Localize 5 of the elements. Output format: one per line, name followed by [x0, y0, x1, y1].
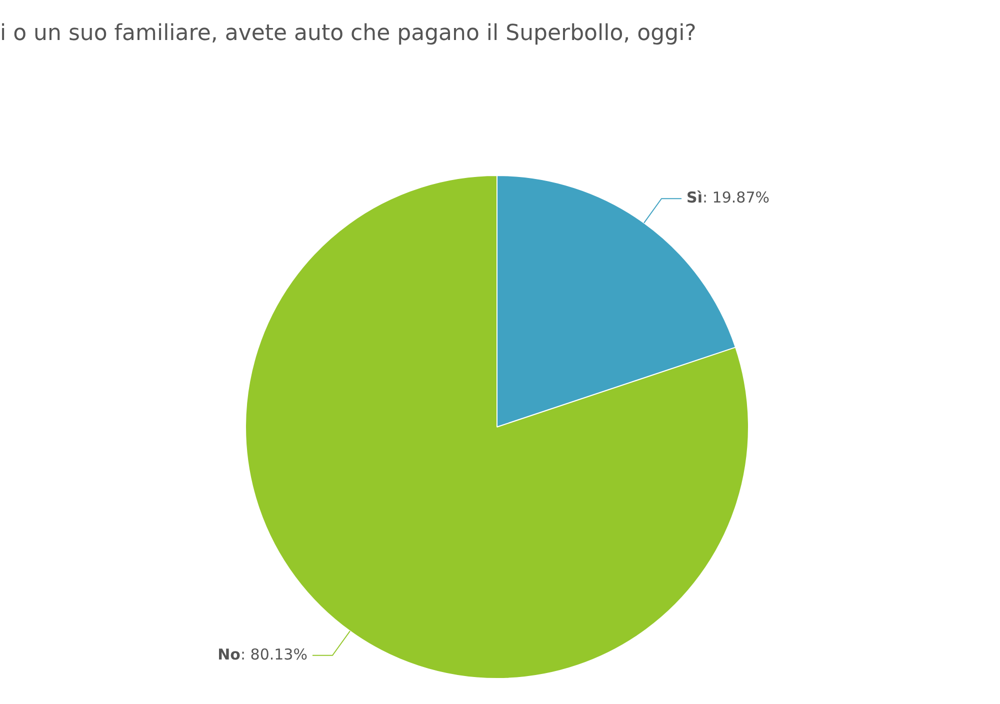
chart-title: i o un suo familiare, avete auto che pagano il Superbollo, oggi? — [0, 21, 696, 46]
slice-label: No — [218, 645, 240, 664]
data-label: : 80.13% — [240, 645, 308, 664]
data-label: : 19.87% — [702, 188, 770, 206]
slice-label: Sì — [686, 188, 702, 206]
